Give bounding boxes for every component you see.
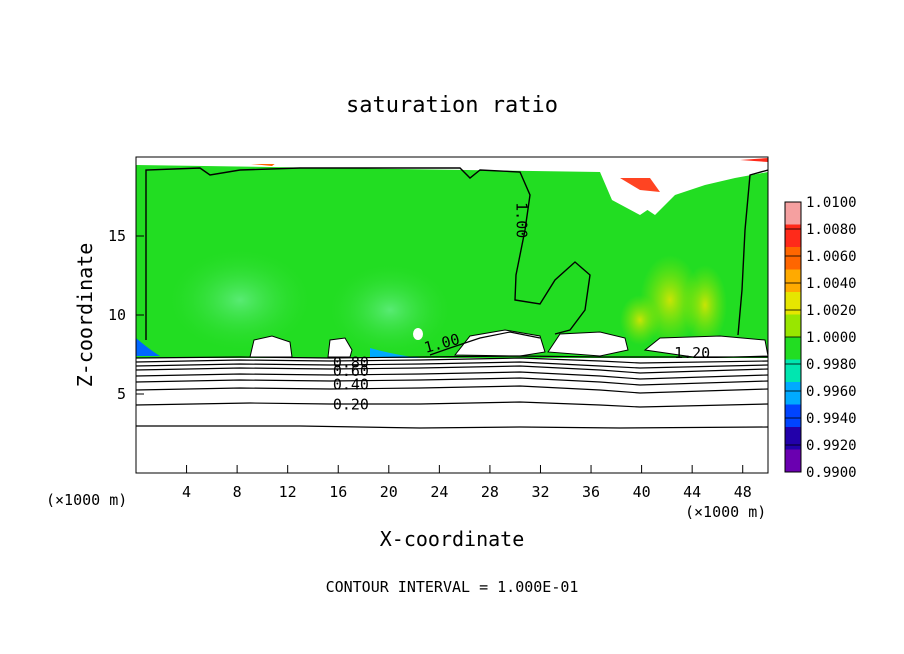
x-tick-label: 8 (233, 483, 242, 501)
x-unit-right: (×1000 m) (685, 503, 766, 521)
contour-line-8 (136, 357, 768, 364)
x-tick-label: 36 (582, 483, 600, 501)
subsaturated-edge-left (136, 338, 160, 356)
colorbar-swatch (785, 359, 801, 383)
contour-label: 1.20 (674, 344, 710, 362)
top-white-cloud-gap (610, 157, 768, 215)
contour-1.00-upper (145, 167, 591, 340)
chart-title: saturation ratio (346, 93, 558, 118)
moist-region-right-2 (683, 265, 727, 345)
contour-label: 0.20 (333, 395, 369, 413)
colorbar-label: 1.0080 (806, 222, 857, 238)
contour-line-9 (136, 355, 768, 359)
contour-line-3 (136, 385, 768, 394)
colorbar-swatch (785, 314, 801, 338)
colorbar-label: 1.0060 (806, 249, 857, 265)
y-tick-label: 5 (117, 385, 126, 403)
x-unit-left: (×1000 m) (46, 491, 127, 509)
colorbar-label: 0.9940 (806, 411, 857, 427)
contour-label: 0.40 (333, 376, 369, 394)
x-tick-label: 32 (531, 483, 549, 501)
cloud-gap-6 (413, 328, 423, 340)
lower-contour-lines (136, 355, 768, 429)
colorbar-label: 1.0020 (806, 303, 857, 319)
x-tick-label: 4 (182, 483, 191, 501)
colorbar: 1.0100 1.0080 1.0060 1.0040 1.0020 1.0000 0.99… (784, 195, 857, 481)
colorbar-swatch (785, 247, 801, 270)
contour-line-4 (136, 377, 768, 386)
colorbar-label: 0.9900 (806, 465, 857, 481)
colorbar-swatch (785, 269, 801, 293)
colorbar-swatch (785, 337, 801, 360)
contour-label: 1.00 (513, 202, 531, 238)
contour-1.00-right (737, 169, 768, 336)
moist-region-left (170, 250, 310, 350)
contour-line-6 (136, 365, 768, 374)
cloud-gap-2 (327, 337, 353, 358)
contour-line-7 (136, 361, 768, 369)
x-tick-label: 16 (329, 483, 347, 501)
top-white-strip (136, 157, 610, 164)
y-tick-label: 15 (108, 227, 126, 245)
colorbar-label: 1.0100 (806, 195, 857, 211)
y-tick-label: 10 (108, 306, 126, 324)
colorbar-label: 1.0040 (806, 276, 857, 292)
colorbar-swatch (785, 224, 801, 248)
contour-line-2 (136, 401, 768, 408)
y-axis-ticks: 5 10 15 (108, 227, 144, 403)
top-red-band (620, 178, 660, 192)
subsaturated-edge-mid (370, 348, 420, 358)
colorbar-label: 0.9960 (806, 384, 857, 400)
contour-1.00-mid (429, 331, 541, 356)
contour-interval-note: CONTOUR INTERVAL = 1.000E-01 (326, 578, 579, 596)
colorbar-swatch (785, 292, 801, 315)
colorbar-swatch (785, 404, 801, 428)
x-tick-label: 12 (279, 483, 297, 501)
x-axis-label: X-coordinate (380, 527, 525, 551)
x-tick-label: 24 (430, 483, 448, 501)
colorbar-swatch (785, 202, 801, 225)
x-tick-label: 20 (380, 483, 398, 501)
x-tick-label: 48 (734, 483, 752, 501)
top-red-band-3 (740, 158, 768, 162)
x-tick-label: 44 (683, 483, 701, 501)
colorbar-label: 1.0000 (806, 330, 857, 346)
colorbar-label: 0.9920 (806, 438, 857, 454)
colorbar-swatch (785, 449, 801, 473)
contour-line-1 (136, 425, 768, 429)
y-axis-label: Z-coordinate (73, 243, 97, 388)
colorbar-swatch (785, 427, 801, 450)
colorbar-swatch (785, 382, 801, 405)
x-tick-label: 40 (633, 483, 651, 501)
dry-lower-region (136, 358, 768, 473)
contour-line-5 (136, 371, 768, 380)
contour-label: 0.80 (333, 353, 369, 371)
cloud-gap-4 (547, 331, 629, 357)
x-axis-ticks: 4 8 12 16 20 24 28 32 36 40 44 48 (182, 465, 752, 501)
plot-area (136, 157, 768, 473)
colorbar-label: 0.9980 (806, 357, 857, 373)
contour-label: 0.60 (333, 362, 369, 380)
moist-region-right-3 (620, 295, 660, 345)
x-tick-label: 28 (481, 483, 499, 501)
